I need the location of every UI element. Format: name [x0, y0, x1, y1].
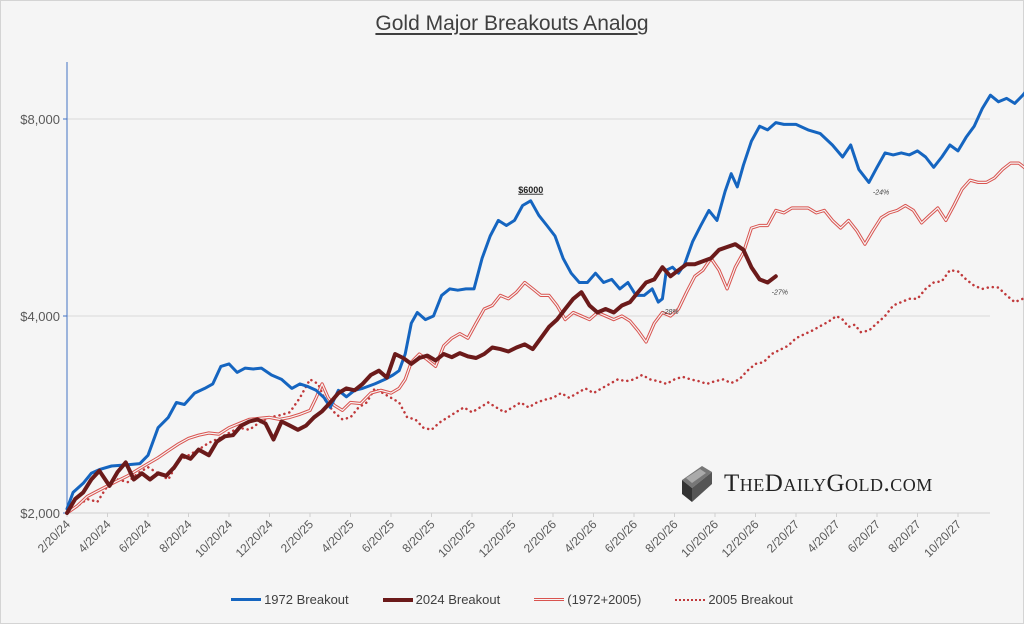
legend-item-1972-2005[interactable]: (1972+2005)	[534, 592, 641, 607]
watermark-text: TheDailyGold.com	[724, 470, 933, 497]
peak-label: $6000	[518, 185, 543, 195]
legend-swatch-2024	[382, 597, 413, 602]
y-tick-label: $2,000	[20, 506, 60, 521]
series-line-1972-breakout	[65, 91, 1024, 511]
x-tick-label: 4/20/26	[561, 517, 599, 555]
legend-label-1972: 1972 Breakout	[264, 592, 349, 607]
legend-item-2024[interactable]: 2024 Breakout	[382, 592, 501, 607]
series-line-1972-2005	[66, 161, 1024, 515]
chart-legend: 1972 Breakout 2024 Breakout (1972+2005) …	[0, 592, 1024, 607]
x-tick-label: 4/20/25	[318, 517, 356, 555]
x-tick-label: 10/20/26	[678, 517, 721, 560]
x-tick-label: 6/20/27	[845, 517, 883, 555]
x-tick-label: 2/20/24	[35, 517, 73, 555]
drawdown-label: -28%	[662, 309, 678, 316]
series-line-2024-breakout-path	[65, 242, 778, 515]
y-tick-label: $4,000	[20, 309, 60, 324]
legend-swatch-2005	[675, 598, 706, 601]
series-line-1972-breakout-path	[65, 91, 1024, 511]
legend-swatch-1972-2005	[534, 598, 565, 601]
x-tick-label: 4/20/27	[804, 517, 842, 555]
x-tick-label: 6/20/25	[359, 517, 397, 555]
x-tick-label: 8/20/26	[642, 517, 680, 555]
drawdown-label: -27%	[772, 290, 788, 297]
x-tick-label: 12/20/25	[476, 517, 519, 560]
x-tick-label: 6/20/24	[116, 517, 154, 555]
legend-item-2005[interactable]: 2005 Breakout	[675, 592, 793, 607]
x-tick-label: 8/20/27	[885, 517, 923, 555]
x-tick-label: 2/20/26	[521, 517, 559, 555]
y-tick-label: $8,000	[20, 112, 60, 127]
legend-label-1972-2005: (1972+2005)	[567, 592, 642, 607]
x-tick-label: 8/20/25	[399, 517, 437, 555]
chart-title: Gold Major Breakouts Analog	[375, 12, 649, 35]
watermark-logo: TheDailyGold.com	[676, 462, 933, 506]
x-tick-label: 8/20/24	[156, 517, 194, 555]
legend-item-1972[interactable]: 1972 Breakout	[231, 592, 349, 607]
x-tick-label: 10/20/27	[921, 517, 964, 560]
x-tick-label: 10/20/25	[435, 517, 478, 560]
legend-swatch-1972	[231, 598, 262, 601]
x-tick-label: 12/20/26	[719, 517, 762, 560]
x-tick-label: 12/20/24	[233, 517, 276, 560]
legend-label-2005: 2005 Breakout	[708, 592, 793, 607]
x-tick-label: 2/20/25	[278, 517, 316, 555]
x-tick-label: 6/20/26	[602, 517, 640, 555]
drawdown-label: -24%	[873, 189, 889, 196]
legend-label-2024: 2024 Breakout	[415, 592, 501, 607]
x-tick-label: 2/20/27	[764, 517, 802, 555]
x-tick-label: 10/20/24	[192, 517, 235, 560]
gold-bars-icon	[682, 466, 712, 502]
x-tick-label: 4/20/24	[75, 517, 113, 555]
series-line-2024-breakout	[65, 242, 778, 515]
series-line-1972-2005-inner	[66, 162, 1024, 514]
